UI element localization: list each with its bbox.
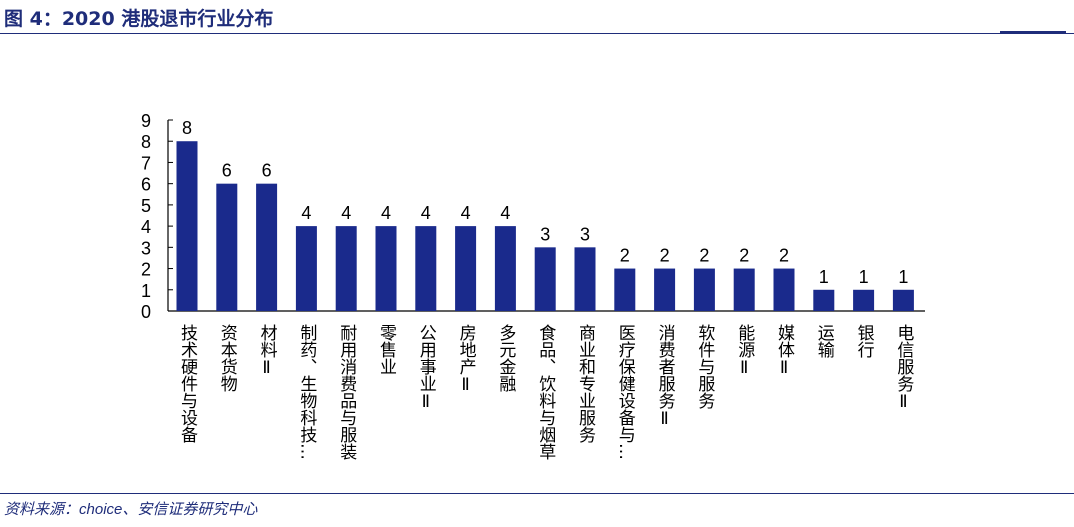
x-tick-label: 制药、生物科技… (296, 324, 317, 460)
data-label: 4 (381, 203, 391, 223)
data-label: 4 (461, 203, 471, 223)
data-label: 2 (699, 246, 709, 266)
bar (693, 268, 715, 311)
y-tick-label: 4 (141, 217, 151, 237)
source-prefix: 资料来源： (4, 500, 80, 518)
data-label: 8 (182, 118, 192, 138)
bar (415, 226, 437, 311)
bar (614, 268, 636, 311)
y-tick-label: 2 (141, 260, 151, 280)
y-tick-label: 6 (141, 175, 151, 195)
x-tick-label: 商业和专业服务 (575, 324, 596, 443)
data-label: 1 (859, 267, 869, 287)
x-tick-label: 材料Ⅱ (257, 324, 278, 378)
x-tick-label: 软件与服务 (694, 324, 715, 409)
source-brand: choice (79, 501, 123, 518)
bar (176, 141, 198, 311)
bar (335, 226, 357, 311)
data-label: 2 (620, 246, 630, 266)
data-label: 3 (540, 224, 550, 244)
data-label: 4 (500, 203, 510, 223)
report-header: 图 4：2020 港股退市行业分布 (0, 0, 1074, 36)
y-tick-label: 1 (141, 281, 151, 301)
data-label: 4 (301, 203, 311, 223)
x-tick-label: 消费者服务Ⅱ (655, 324, 676, 429)
bar (256, 183, 278, 311)
data-label: 2 (779, 246, 789, 266)
data-label: 4 (341, 203, 351, 223)
bar (455, 226, 477, 311)
header-rule (0, 33, 1074, 34)
y-tick-label: 7 (141, 153, 151, 173)
data-label: 1 (819, 267, 829, 287)
data-label: 6 (262, 161, 272, 181)
x-tick-label: 零售业 (376, 324, 397, 375)
data-label: 4 (421, 203, 431, 223)
bars (176, 141, 914, 311)
bar (534, 247, 556, 311)
bar (773, 268, 795, 311)
x-tick-label: 资本货物 (217, 324, 238, 392)
data-label: 1 (898, 267, 908, 287)
bar (654, 268, 676, 311)
bar (574, 247, 596, 311)
y-tick-label: 0 (141, 302, 151, 322)
x-tick-label: 食品、饮料与烟草 (535, 324, 556, 460)
x-tick-label: 医疗保健设备与… (615, 324, 636, 460)
bar (892, 289, 914, 311)
x-tick-label: 银行 (854, 324, 875, 359)
y-tick-label: 5 (141, 196, 151, 216)
x-tick-label: 电信服务Ⅱ (893, 324, 914, 412)
figure-title: 图 4：2020 港股退市行业分布 (4, 8, 274, 30)
x-tick-labels: 技术硬件与设备 资本货物 材料Ⅱ 制药、生物科技… 耐用消费品与服装 零售业 公用事业Ⅱ 房地… (177, 324, 914, 460)
y-tick-label: 3 (141, 238, 151, 258)
data-labels: 8 6 6 4 4 4 4 4 4 3 3 2 2 2 2 2 1 1 1 (182, 118, 908, 287)
source-suffix: 、安信证券研究中心 (122, 500, 258, 518)
data-label: 2 (739, 246, 749, 266)
bar (216, 183, 238, 311)
x-tick-label: 公用事业Ⅱ (416, 324, 437, 412)
bar (295, 226, 317, 311)
data-label: 3 (580, 224, 590, 244)
x-tick-label: 技术硬件与设备 (177, 324, 198, 443)
data-label: 6 (222, 161, 232, 181)
x-tick-label: 能源Ⅱ (734, 324, 755, 378)
x-tick-label: 房地产Ⅱ (456, 324, 477, 395)
bar (813, 289, 835, 311)
source-note: 资料来源：choice、安信证券研究中心 (4, 498, 257, 519)
header-rule-accent (1000, 31, 1066, 34)
footer-rule (0, 493, 1074, 494)
x-tick-label: 媒体Ⅱ (774, 324, 795, 378)
y-tick-label: 9 (141, 111, 151, 131)
x-tick-label: 运输 (814, 324, 835, 359)
y-tick-label: 8 (141, 132, 151, 152)
bar (375, 226, 397, 311)
x-tick-label: 耐用消费品与服装 (336, 324, 357, 460)
x-tick-label: 多元金融 (495, 324, 516, 393)
bar (733, 268, 755, 311)
data-label: 2 (660, 246, 670, 266)
bar (494, 226, 516, 311)
bar (853, 289, 875, 311)
